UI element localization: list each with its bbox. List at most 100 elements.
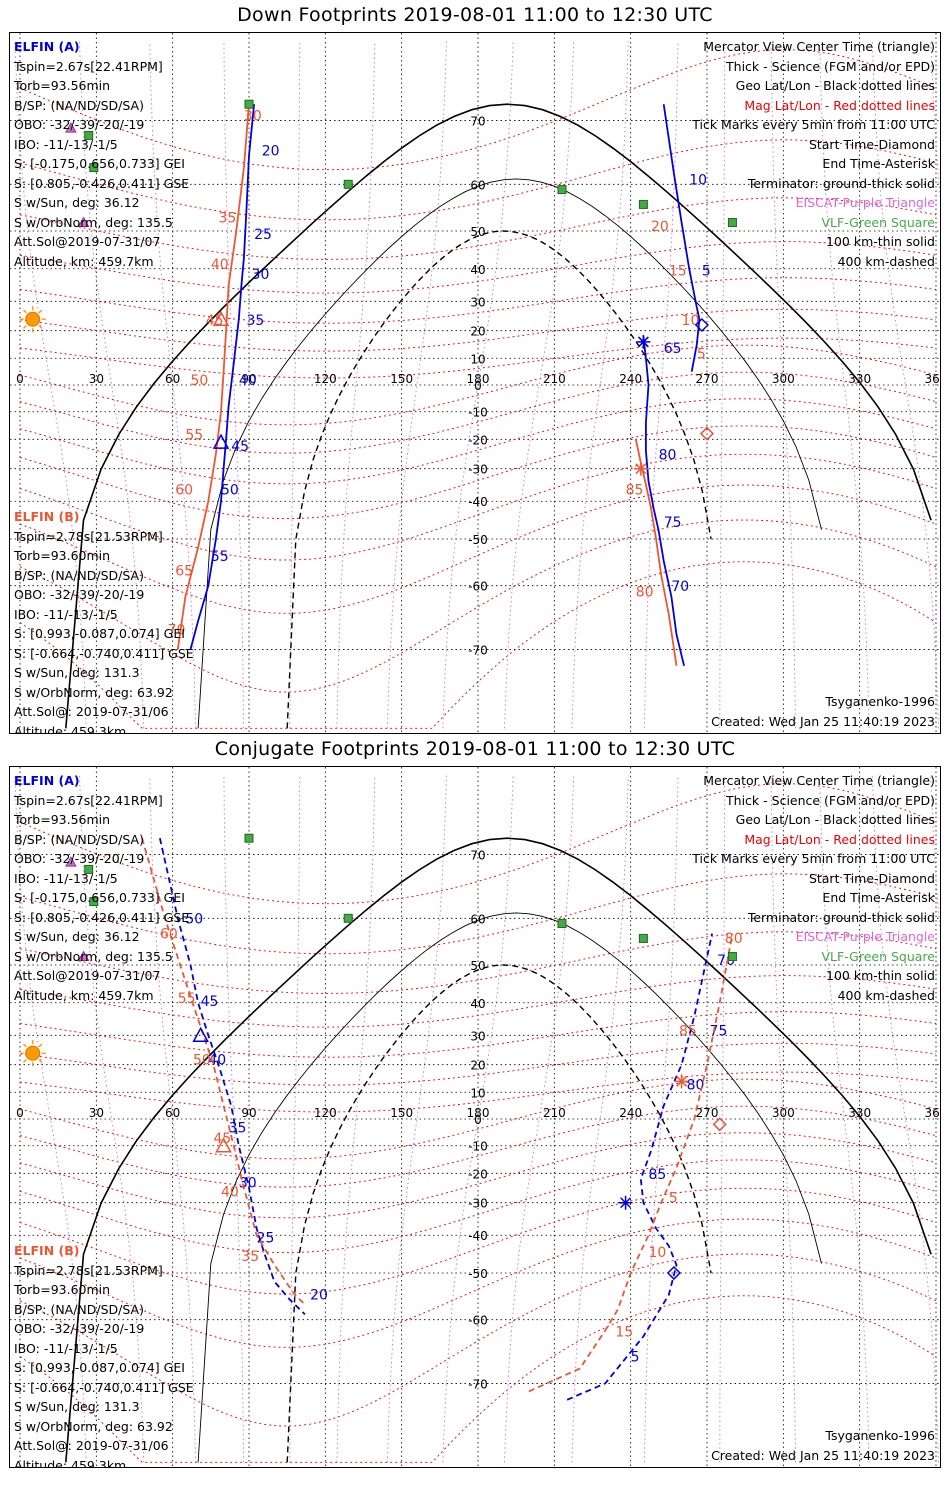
info-line: Tspin=2.67s[22.41RPM] (14, 58, 163, 74)
track-time-label: 60 (175, 482, 193, 498)
asterisk-stroke (620, 1197, 632, 1209)
elfin-a-track (642, 336, 685, 667)
elfin-b-track (141, 837, 306, 1306)
lon-tick-label: 360 (925, 1106, 941, 1120)
sun-ray (23, 309, 27, 314)
legend-entry: End Time-Asterisk (822, 890, 935, 905)
track-time-label: 50 (185, 912, 203, 928)
eiscat-triangle (65, 122, 77, 133)
mag-lon-line (719, 775, 726, 1463)
info-line: Att.Sol@2019-07-31/07 (14, 968, 161, 983)
mag-lon-line (871, 775, 940, 1463)
lon-tick-label: 0 (16, 372, 24, 386)
map-legend: Mercator View Center Time (triangle) Thic… (692, 37, 935, 271)
vlf-square (638, 199, 648, 209)
sun-ray (38, 325, 43, 329)
track-time-label: 20 (262, 143, 280, 159)
lon-tick-label: 60 (165, 1106, 180, 1120)
legend-entry: 100 km-thin solid (826, 234, 935, 249)
lon-tick-label: 90 (241, 372, 256, 386)
lat-tick-label: -50 (468, 533, 488, 547)
legend-entry: Terminator: ground-thick solid (747, 909, 935, 925)
mag-lon-line (719, 41, 726, 729)
legend-entry: EISCAT-Purple Triangle (795, 195, 935, 210)
lon-tick-label: 210 (543, 1106, 566, 1120)
info-line: Torb=93.56min (14, 812, 111, 827)
info-line: IBO: -11/-13/-1/5 (14, 870, 118, 886)
vlf-square (343, 913, 353, 923)
track-time-label: 50 (221, 482, 239, 498)
elfin-a-info: ELFIN (A) Tspin=2.67s[22.41RPM] Torb=93.… (14, 37, 189, 271)
info-line: Torb=93.60min (14, 1282, 111, 1297)
info-line: Tspin=2.67s[22.41RPM] (14, 792, 163, 808)
vlf-square (84, 864, 94, 874)
asterisk-stroke (635, 463, 647, 475)
track-time-label: 15 (669, 264, 687, 280)
legend-entry: Mercator View Center Time (triangle) (703, 39, 935, 54)
track-time-label: 45 (201, 994, 219, 1010)
track-time-label: 30 (252, 267, 270, 283)
sun-icon (19, 1040, 46, 1067)
mag-lon-line (770, 775, 797, 1463)
track-time-label: 85 (626, 482, 644, 498)
track-time-label: 85 (648, 1167, 666, 1183)
mag-lon-line (386, 41, 447, 729)
info-line: S: [0.993,-0.087,0.074] GEI (14, 1360, 185, 1375)
track-time-label: 40 (208, 1053, 226, 1069)
mag-lat-line (19, 1105, 937, 1188)
sun-disc (25, 311, 41, 327)
info-line: S w/Sun, deg: 131.3 (14, 665, 140, 680)
mag-lat-line (19, 783, 937, 905)
legend-entry: Tick Marks every 5min from 11:00 UTC (692, 851, 935, 866)
created-timestamp: Created: Wed Jan 25 11:40:19 2023 (711, 1448, 935, 1463)
track-time-label: 40 (221, 1185, 239, 1201)
track-time-label: 45 (231, 439, 249, 455)
track-time-label: 5 (631, 1350, 640, 1366)
track-time-label: 85 (679, 1023, 697, 1039)
sun-ray (23, 325, 27, 329)
track-time-label: 65 (175, 563, 193, 579)
mag-lon-line (289, 775, 301, 1463)
mag-lat-line (19, 425, 937, 520)
sun-ray (23, 1059, 27, 1063)
info-line: OBO: -32/-39/-20/-19 (14, 587, 145, 602)
mag-lat-line (19, 197, 937, 260)
center-triangle (212, 433, 230, 449)
legend-entry: Start Time-Diamond (808, 136, 935, 152)
vlf-square (244, 833, 254, 843)
mag-lat-line (19, 277, 937, 324)
lon-tick-label: 330 (848, 1106, 871, 1120)
mag-lat-line (19, 1071, 937, 1113)
terminator-100km (197, 912, 822, 1463)
elfin-a-track (566, 933, 713, 1401)
track-time-label: 5 (669, 1191, 678, 1207)
track-time-label: 10 (648, 1245, 666, 1261)
info-line: S: [-0.175,0.656,0.733] GEI (14, 156, 185, 171)
panel-title: Down Footprints 2019-08-01 11:00 to 12:3… (237, 4, 713, 26)
lat-tick-label: 10 (470, 1086, 485, 1100)
info-line: Altitude: 459.3km (14, 1457, 127, 1468)
lon-tick-label: 180 (467, 372, 490, 386)
info-line: IBO: -11/-13/-1/5 (14, 136, 118, 152)
center-triangle (212, 310, 230, 326)
mag-lon-line (79, 41, 145, 729)
mag-lat-line (19, 49, 937, 171)
lon-tick-label: 120 (314, 372, 337, 386)
mag-lon-line (571, 41, 629, 729)
track-time-label: 25 (254, 227, 272, 243)
mag-lon-line (79, 775, 145, 1463)
info-line: S w/Sun, deg: 131.3 (14, 1399, 140, 1414)
info-line: OBO: -32/-39/-20/-19 (14, 1321, 145, 1336)
track-time-label: 40 (211, 257, 229, 273)
lat-tick-label: 60 (470, 912, 485, 926)
mag-lat-line (19, 519, 937, 693)
track-time-label: 45 (206, 313, 224, 329)
mag-lon-line (386, 775, 447, 1463)
legend-entry: 400 km-dashed (837, 987, 935, 1003)
track-time-label: 60 (160, 926, 178, 942)
lat-tick-label: 0 (474, 379, 482, 393)
track-time-label: 20 (310, 1288, 328, 1304)
track-time-label: 15 (615, 1324, 633, 1340)
info-line: IBO: -11/-13/-1/5 (14, 1340, 118, 1356)
mag-lat-line (19, 1042, 937, 1086)
